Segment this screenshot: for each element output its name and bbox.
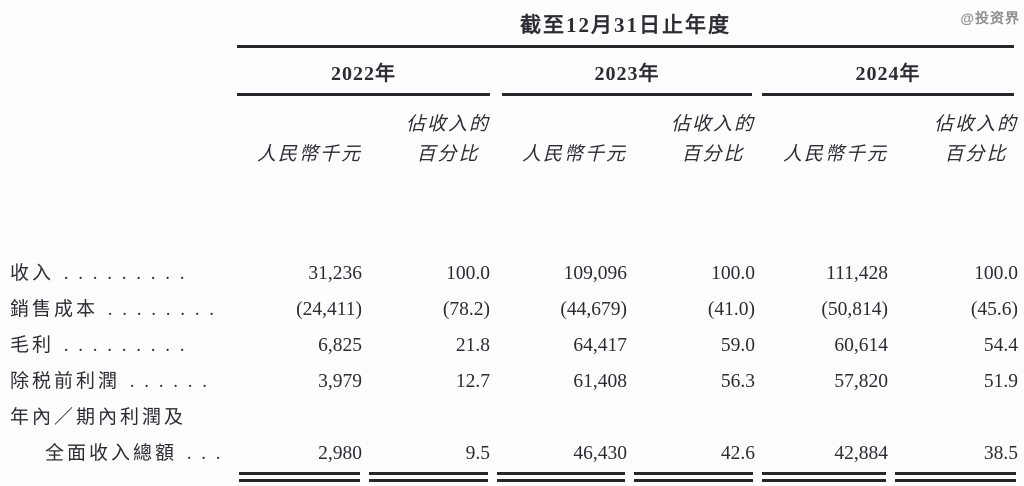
table-row: 毛利 . . . . . . . . . 6,825 21.8 64,417 59.0… xyxy=(0,328,1018,364)
cell-value: (24,411) xyxy=(296,299,362,320)
table-body: 收入 . . . . . . . . . 31,236 100.0 109,096 1… xyxy=(0,256,1024,472)
cell-value: 2,980 xyxy=(318,443,362,464)
table-row: 年內／期內利潤及 xyxy=(0,400,1018,436)
dot-leader: . . . . . . . . . xyxy=(54,335,185,356)
cell-value: (44,679) xyxy=(560,299,627,320)
double-rule xyxy=(369,472,488,482)
year-band: 2022年 2023年 2024年 xyxy=(237,48,1014,96)
cell-value: 64,417 xyxy=(573,335,627,356)
column-subheaders: 人民幣千元 佔收入的 百分比 人民幣千元 佔收入的 百分比 人民幣千元 佔收入的… xyxy=(0,110,1018,170)
cell-value: 46,430 xyxy=(573,443,627,464)
cell-value: (50,814) xyxy=(821,299,888,320)
col-header-pct-2024: 佔收入的 百分比 xyxy=(888,110,1018,170)
table-row: 收入 . . . . . . . . . 31,236 100.0 109,096 1… xyxy=(0,256,1018,292)
cell-value: 3,979 xyxy=(318,371,362,392)
year-group-2022: 2022年 xyxy=(237,48,490,96)
year-group-2024: 2024年 xyxy=(762,48,1014,96)
table-title: 截至12月31日止年度 xyxy=(520,13,731,37)
row-label: 全面收入總額 . . . xyxy=(45,443,221,464)
col-header-pct-2022: 佔收入的 百分比 xyxy=(362,110,490,170)
year-group-rule xyxy=(762,93,1014,96)
rule-spacer xyxy=(0,472,232,482)
col-header-amount-2022: 人民幣千元 xyxy=(256,144,362,165)
table-header: 截至12月31日止年度 2022年 2023年 2024年 xyxy=(237,0,1014,96)
cell-value: 31,236 xyxy=(308,263,362,284)
year-group-2023: 2023年 xyxy=(502,48,752,96)
cell-value: 12.7 xyxy=(455,371,490,392)
row-label: 除税前利潤 . . . . . . xyxy=(10,371,208,392)
year-gap xyxy=(490,48,502,96)
year-group-rule xyxy=(502,93,752,96)
subheader-spacer xyxy=(0,110,232,170)
table-row: 全面收入總額 . . . 2,980 9.5 46,430 42.6 42,884 38.… xyxy=(0,436,1018,472)
cell-value: 21.8 xyxy=(455,335,490,356)
pct-line1: 佔收入的 xyxy=(405,114,490,135)
dot-leader: . . . . . . xyxy=(120,371,208,392)
cell-value: 56.3 xyxy=(720,371,755,392)
cell-value: 57,820 xyxy=(834,371,888,392)
year-label: 2024年 xyxy=(855,63,921,85)
col-header-pct-2023: 佔收入的 百分比 xyxy=(627,110,755,170)
cell-value: 54.4 xyxy=(983,335,1018,356)
cell-value: 100.0 xyxy=(974,263,1018,284)
header-body-gap xyxy=(0,170,1024,256)
row-label: 銷售成本 . . . . . . . . xyxy=(10,299,215,320)
year-gap xyxy=(752,48,762,96)
dot-leader: . . . . . . . . xyxy=(98,299,215,320)
cell-value: 100.0 xyxy=(711,263,755,284)
pct-line2: 百分比 xyxy=(681,144,745,165)
double-rule xyxy=(762,472,886,482)
year-group-rule xyxy=(237,93,490,96)
cell-value: 42.6 xyxy=(720,443,755,464)
pct-line1: 佔收入的 xyxy=(933,114,1018,135)
closing-double-rules xyxy=(0,472,1018,482)
cell-value: 9.5 xyxy=(465,443,490,464)
cell-value: 59.0 xyxy=(720,335,755,356)
cell-value: 100.0 xyxy=(446,263,490,284)
col-header-amount-2023: 人民幣千元 xyxy=(521,144,627,165)
pct-line2: 百分比 xyxy=(944,144,1008,165)
row-label: 收入 . . . . . . . . . xyxy=(10,263,185,284)
watermark: @投资界 xyxy=(960,10,1020,26)
cell-value: 42,884 xyxy=(834,443,888,464)
cell-value: 6,825 xyxy=(318,335,362,356)
row-label: 毛利 . . . . . . . . . xyxy=(10,335,185,356)
cell-value: 38.5 xyxy=(983,443,1018,464)
cell-value: 111,428 xyxy=(826,263,888,284)
year-label: 2022年 xyxy=(331,63,396,85)
cell-value: (78.2) xyxy=(442,299,490,320)
year-label: 2023年 xyxy=(594,63,660,85)
cell-value: (45.6) xyxy=(970,299,1018,320)
double-rule xyxy=(497,472,625,482)
table-row: 除税前利潤 . . . . . . 3,979 12.7 61,408 56.3 57,… xyxy=(0,364,1018,400)
pct-line2: 百分比 xyxy=(416,144,480,165)
dot-leader: . . . . . . . . . xyxy=(54,263,185,284)
double-rule xyxy=(895,472,1016,482)
cell-value: 61,408 xyxy=(573,371,627,392)
cell-value: (41.0) xyxy=(707,299,755,320)
header-rule xyxy=(237,45,1014,48)
double-rule xyxy=(634,472,753,482)
row-label: 年內／期內利潤及 xyxy=(10,407,187,428)
double-rule xyxy=(239,472,360,482)
cell-value: 51.9 xyxy=(983,371,1018,392)
dot-leader: . . . xyxy=(177,443,221,464)
cell-value: 109,096 xyxy=(563,263,627,284)
cell-value: 60,614 xyxy=(834,335,888,356)
col-header-amount-2024: 人民幣千元 xyxy=(782,144,888,165)
table-row: 銷售成本 . . . . . . . . (24,411) (78.2) (44,6… xyxy=(0,292,1018,328)
pct-line1: 佔收入的 xyxy=(670,114,755,135)
